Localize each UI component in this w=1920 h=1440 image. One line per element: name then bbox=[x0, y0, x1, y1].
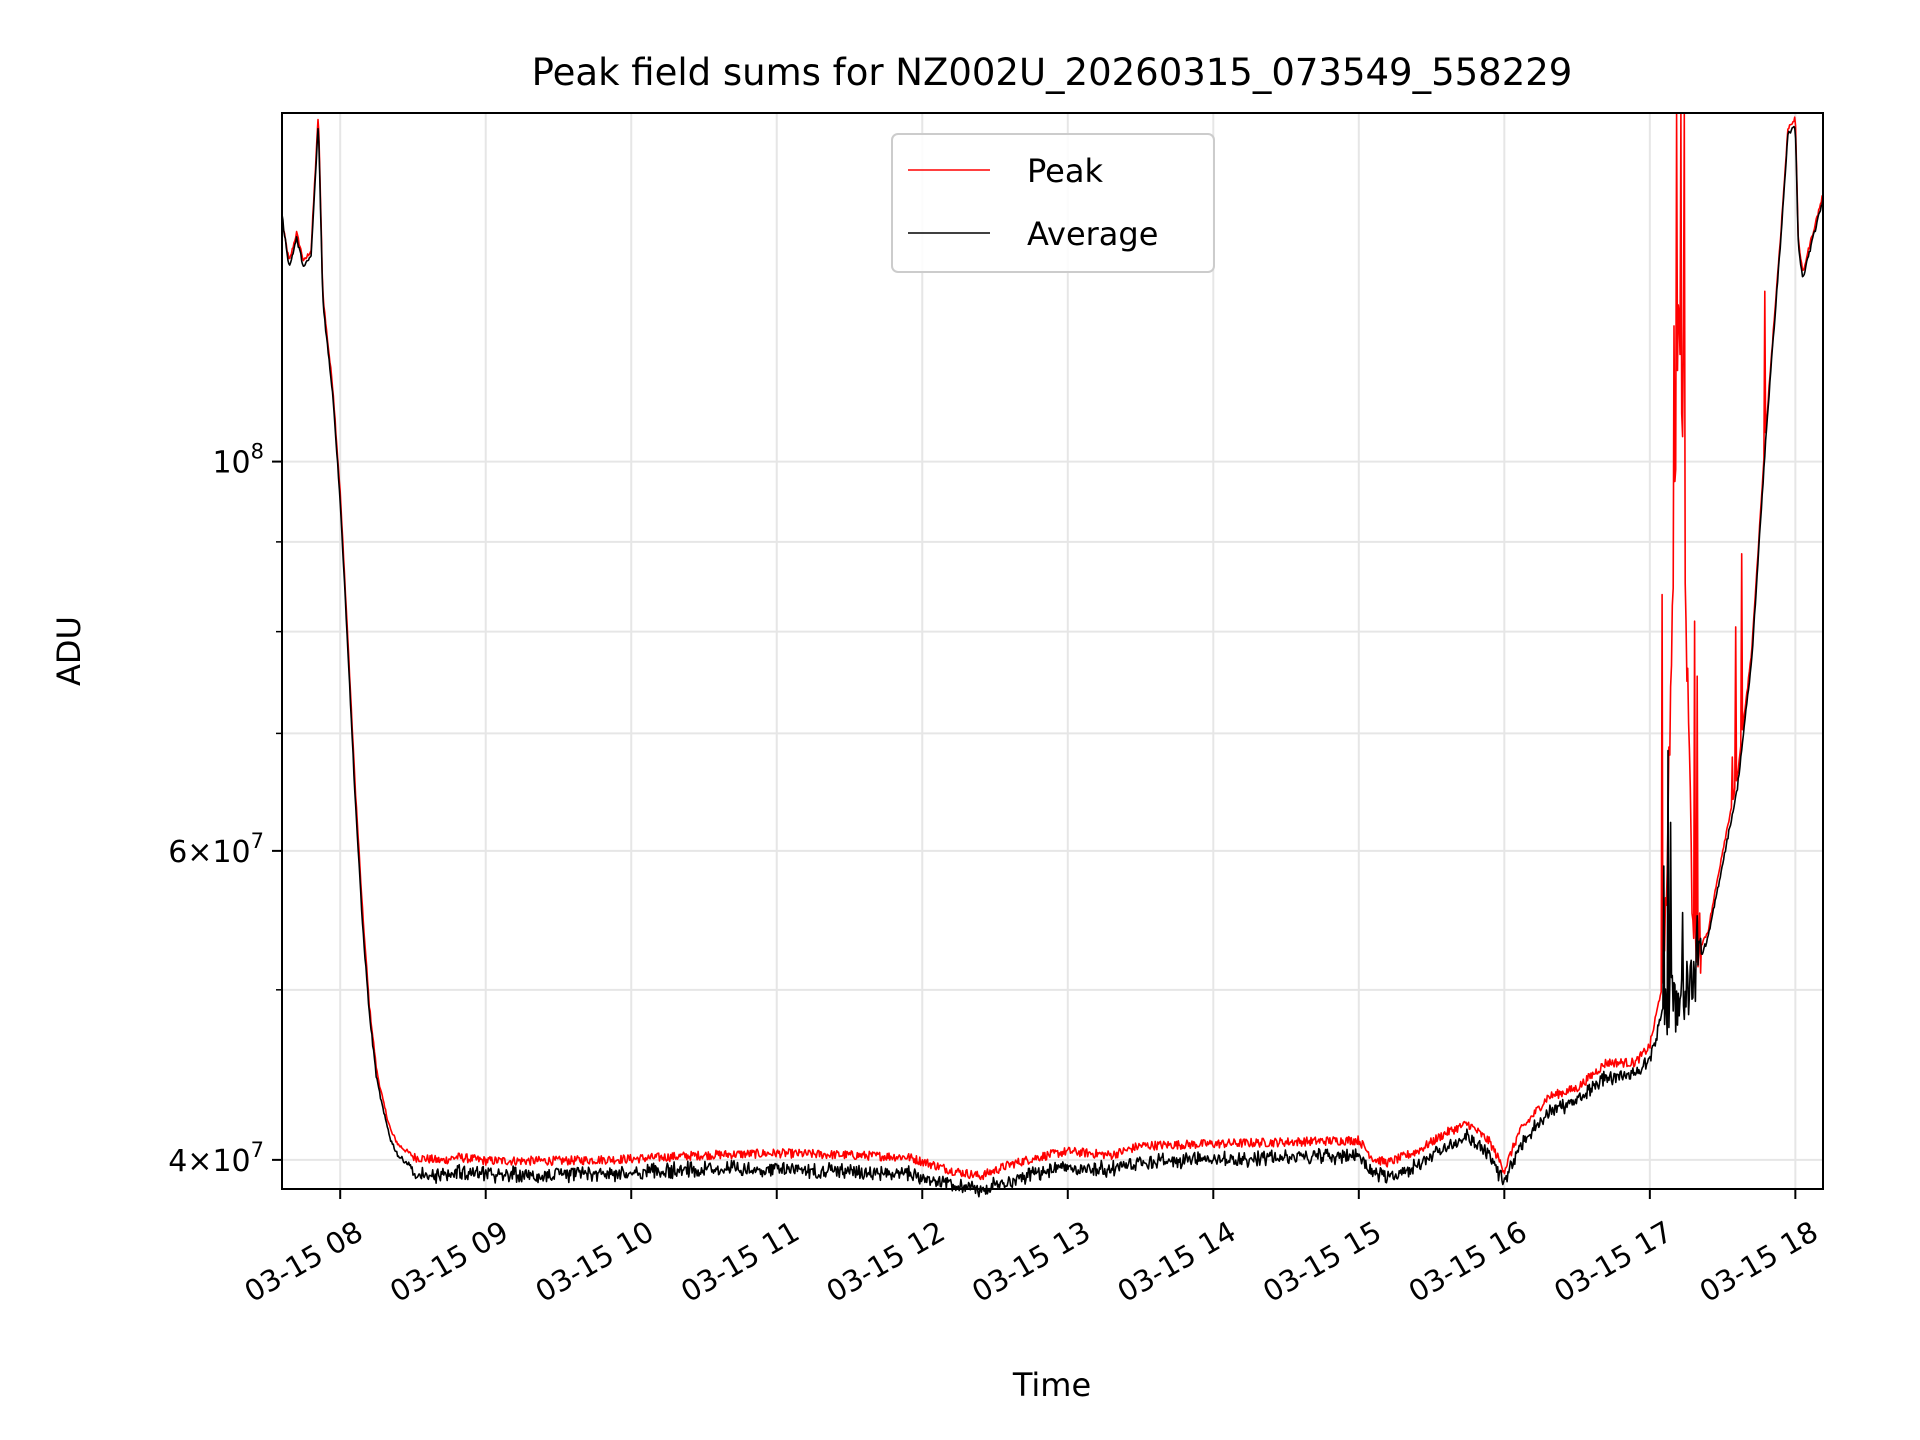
plot-frame bbox=[281, 112, 1824, 1190]
legend: Peak Average bbox=[891, 133, 1215, 273]
chart-title: Peak field sums for NZ002U_20260315_0735… bbox=[532, 51, 1573, 94]
y-tick-label: 4×107 bbox=[168, 1138, 264, 1179]
x-axis-label: Time bbox=[1012, 1366, 1091, 1404]
legend-peak-label: Peak bbox=[1027, 152, 1103, 190]
y-tick-label: 108 bbox=[212, 440, 264, 481]
legend-box bbox=[891, 133, 1215, 273]
y-axis: 4×107 6×107 108 bbox=[168, 440, 282, 1179]
plot-series bbox=[281, 112, 1824, 1198]
peak-series-line bbox=[281, 112, 1824, 1181]
y-axis-label: ADU bbox=[50, 616, 88, 686]
legend-average-label: Average bbox=[1027, 215, 1158, 253]
y-tick-label: 6×107 bbox=[168, 829, 264, 870]
average-series-line bbox=[281, 125, 1824, 1198]
